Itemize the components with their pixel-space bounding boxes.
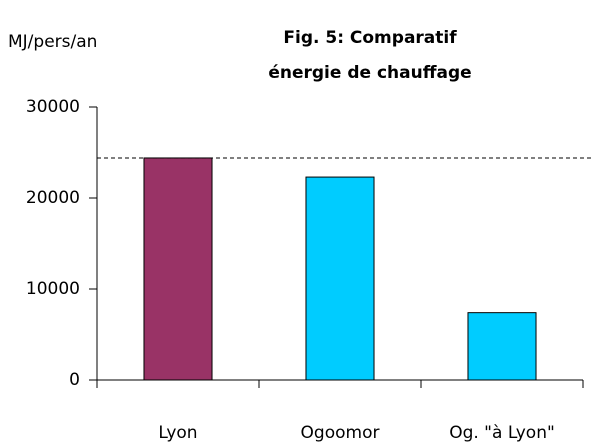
x-tick-label: Og. "à Lyon"	[449, 423, 555, 443]
y-tick-label: 30000	[26, 97, 80, 117]
bar	[467, 312, 537, 381]
bar	[305, 176, 375, 381]
bar	[143, 157, 213, 381]
x-tick-label: Lyon	[158, 423, 197, 443]
x-tick-label: Ogoomor	[301, 423, 380, 443]
y-tick-label: 0	[69, 370, 80, 390]
chart-title: Fig. 5: Comparatif	[283, 28, 457, 48]
y-tick-label: 10000	[26, 279, 80, 299]
y-tick-label: 20000	[26, 188, 80, 208]
y-axis-label: MJ/pers/an	[8, 32, 97, 52]
chart-title: énergie de chauffage	[268, 63, 471, 83]
